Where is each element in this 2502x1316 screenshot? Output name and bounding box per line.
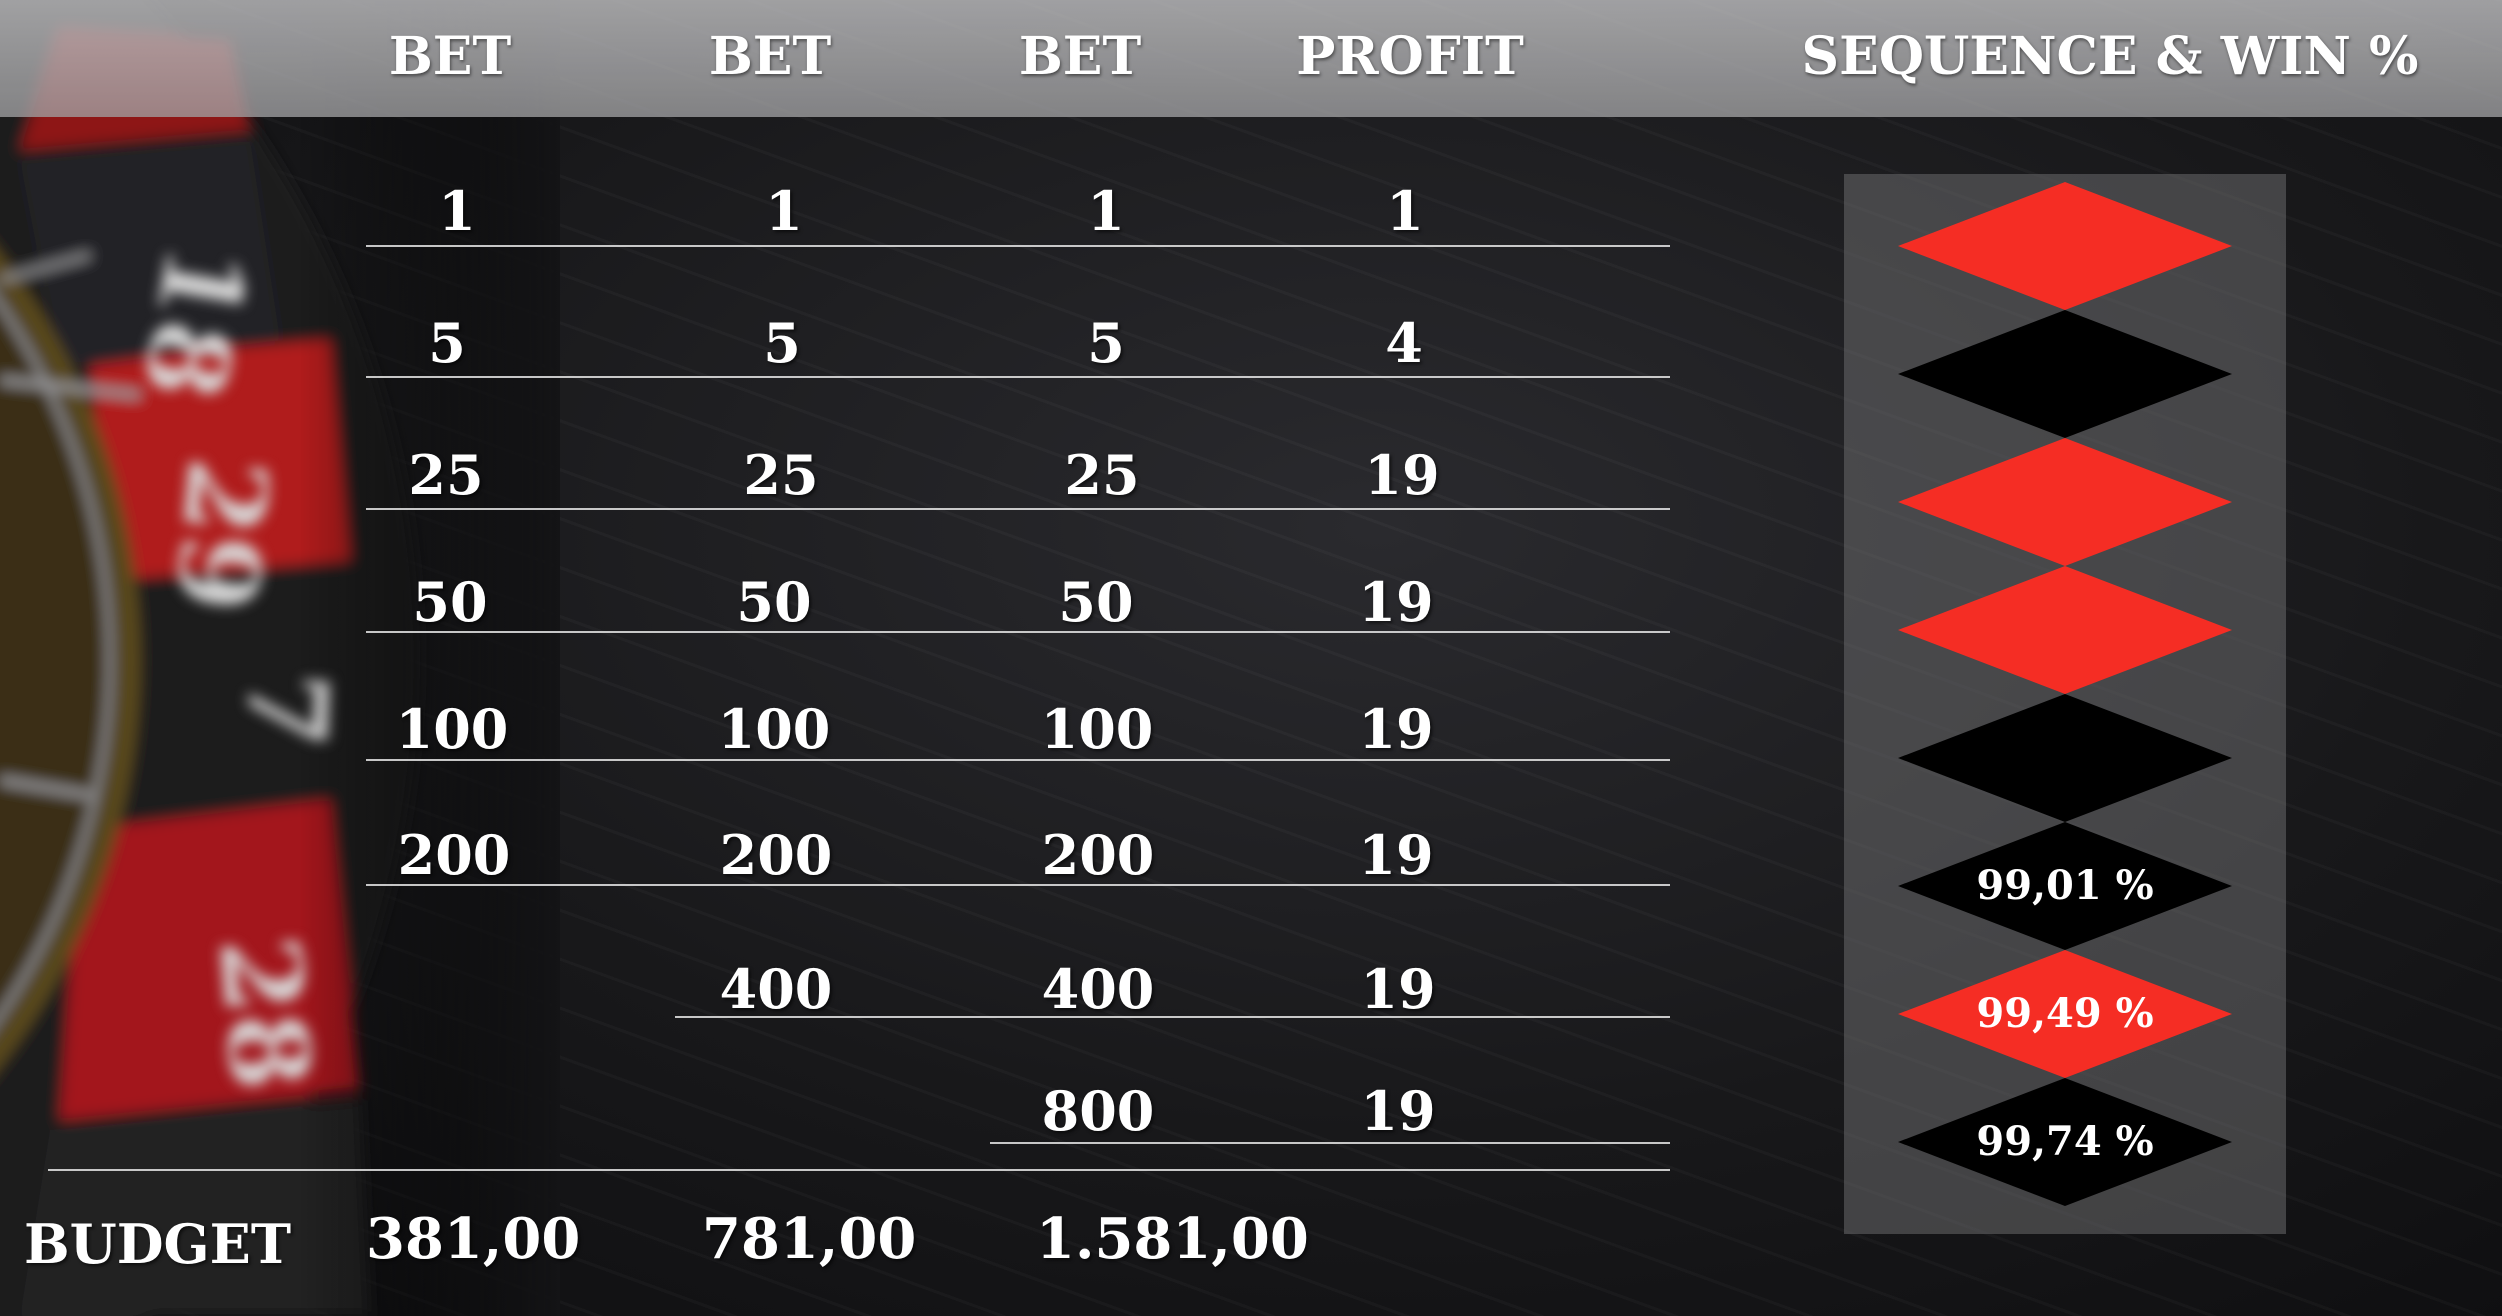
bet2-cell: 200 [719, 823, 833, 887]
diamond-red [1898, 566, 2232, 694]
bet2-cell: 100 [717, 697, 831, 761]
row-divider [366, 245, 1670, 247]
budget-label: BUDGET [24, 1212, 292, 1276]
diamond-black [1898, 694, 2232, 822]
sequence-diamond-red [1898, 182, 2232, 310]
row-divider [675, 1016, 1670, 1018]
bet2-cell: 25 [743, 443, 819, 507]
row-divider [366, 376, 1670, 378]
sequence-diamond-black: 99,01 % [1898, 822, 2232, 950]
profit-cell: 19 [1364, 443, 1440, 507]
budget-divider [48, 1169, 1670, 1171]
bet1-cell: 1 [438, 179, 476, 243]
diamond-shape [1898, 950, 2232, 1078]
bet3-cell: 1 [1087, 179, 1125, 243]
diamond-shape [1898, 566, 2232, 694]
diamond-shape [1898, 438, 2232, 566]
bet1-cell: 5 [428, 311, 466, 375]
wheel-number: 29 [151, 453, 293, 617]
win-percentage: 99,01 % [1976, 862, 2154, 909]
header-bet-3: BET [1018, 26, 1142, 87]
bet2-cell: 5 [763, 311, 801, 375]
diamond-shape [1898, 694, 2232, 822]
diamond-shape [1898, 1078, 2232, 1206]
bet3-cell: 200 [1041, 823, 1155, 887]
budget-value-3: 1.581,00 [1036, 1206, 1309, 1272]
bet1-cell: 50 [412, 570, 488, 634]
bet2-cell: 400 [719, 957, 833, 1021]
diamond-red [1898, 438, 2232, 566]
bet1-cell: 100 [395, 697, 509, 761]
profit-cell: 1 [1386, 179, 1424, 243]
wheel-number: 18 [118, 235, 272, 408]
profit-cell: 4 [1385, 311, 1423, 375]
header-sequence-win: SEQUENCE & WIN % [1801, 26, 2419, 87]
sequence-diamond-black [1898, 694, 2232, 822]
sequence-diamond-red: 99,49 % [1898, 950, 2232, 1078]
budget-value-1: 381,00 [366, 1206, 581, 1272]
budget-value-2: 781,00 [702, 1206, 917, 1272]
wheel-pocket-red [60, 800, 360, 1120]
profit-cell: 19 [1360, 1079, 1436, 1143]
wheel-pocket-red [90, 340, 350, 580]
bet3-cell: 5 [1087, 311, 1125, 375]
profit-cell: 19 [1358, 570, 1434, 634]
diamond-red [1898, 950, 2232, 1078]
bet2-cell: 1 [765, 179, 803, 243]
bet1-cell: 25 [408, 443, 484, 507]
header-bet-1: BET [388, 26, 512, 87]
win-percentage: 99,74 % [1976, 1118, 2154, 1165]
row-divider [366, 508, 1670, 510]
sequence-diamond-red [1898, 566, 2232, 694]
bet1-cell: 200 [397, 823, 511, 887]
bet2-cell: 50 [736, 570, 812, 634]
diamond-shape [1898, 822, 2232, 950]
row-divider [990, 1142, 1670, 1144]
diamond-shape [1898, 310, 2232, 438]
win-percentage: 99,49 % [1976, 990, 2154, 1037]
sequence-diamond-black: 99,74 % [1898, 1078, 2232, 1206]
sequence-diamond-red [1898, 438, 2232, 566]
bet3-cell: 25 [1064, 443, 1140, 507]
header-bar [0, 0, 2502, 117]
sequence-diamond-black [1898, 310, 2232, 438]
profit-cell: 19 [1360, 957, 1436, 1021]
profit-cell: 19 [1358, 823, 1434, 887]
row-divider [366, 884, 1670, 886]
diamond-black [1898, 310, 2232, 438]
diamond-black [1898, 822, 2232, 950]
diamond-black [1898, 1078, 2232, 1206]
diamond-shape [1898, 182, 2232, 310]
bet3-cell: 800 [1041, 1079, 1155, 1143]
bet3-cell: 50 [1058, 570, 1134, 634]
bet3-cell: 100 [1040, 697, 1154, 761]
bet3-cell: 400 [1041, 957, 1155, 1021]
diamond-red [1898, 182, 2232, 310]
row-divider [366, 631, 1670, 633]
header-profit: PROFIT [1296, 26, 1524, 87]
row-divider [366, 759, 1670, 761]
header-bet-2: BET [708, 26, 832, 87]
profit-cell: 19 [1358, 697, 1434, 761]
